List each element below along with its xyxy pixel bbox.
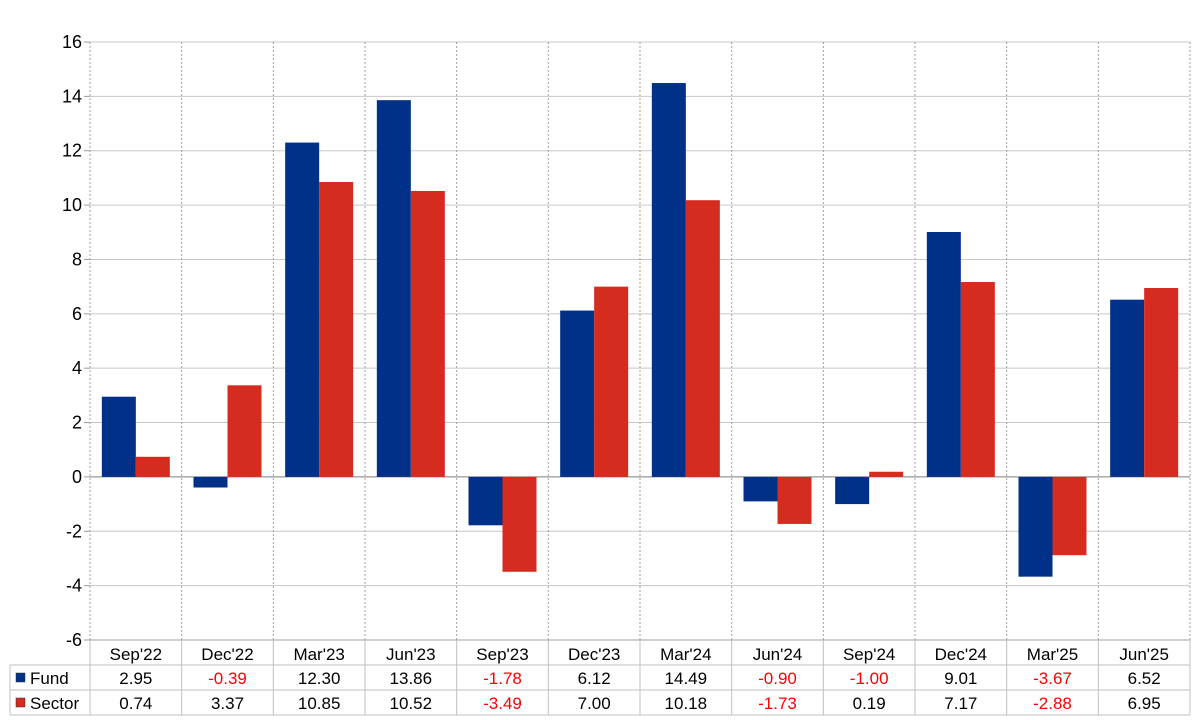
bar-sector-0 <box>135 456 170 477</box>
y-tick-label: 4 <box>72 358 82 378</box>
bar-fund-6 <box>651 83 686 477</box>
y-tick-label: -6 <box>66 630 82 650</box>
y-tick-label: -4 <box>66 576 82 596</box>
table-value-fund: 14.49 <box>665 669 708 688</box>
bar-fund-0 <box>101 396 136 477</box>
category-label: Sep'23 <box>476 645 528 664</box>
table-value-sector: 0.19 <box>853 694 886 713</box>
bar-fund-9 <box>926 232 961 477</box>
bar-sector-3 <box>410 190 445 477</box>
category-label: Dec'24 <box>935 645 987 664</box>
bar-sector-5 <box>594 286 629 477</box>
bar-sector-10 <box>1052 476 1087 556</box>
bar-fund-3 <box>376 100 411 477</box>
bar-fund-4 <box>468 476 503 526</box>
bars <box>101 83 1179 577</box>
category-label: Jun'23 <box>386 645 436 664</box>
table-value-fund: 13.86 <box>390 669 433 688</box>
category-label: Sep'24 <box>843 645 895 664</box>
category-label: Jun'25 <box>1119 645 1169 664</box>
bar-sector-2 <box>319 181 354 477</box>
data-table: Sep'22 Dec'22 Mar'23 Jun'23 Sep'23 Dec'23 Mar'… <box>9 639 1191 716</box>
table-value-fund: 6.52 <box>1128 669 1161 688</box>
y-tick-label: 8 <box>72 249 82 269</box>
bar-sector-1 <box>227 385 262 477</box>
y-axis-ticks: 16 14 12 10 8 6 4 2 0 -2 -4 -6 <box>62 32 82 650</box>
y-tick-label: -2 <box>66 521 82 541</box>
category-label: Sep'22 <box>110 645 162 664</box>
table-value-fund: -1.00 <box>850 669 889 688</box>
table-value-sector: -1.73 <box>758 694 797 713</box>
table-value-fund: -3.67 <box>1033 669 1072 688</box>
bar-sector-4 <box>502 476 537 572</box>
bar-fund-8 <box>835 476 870 505</box>
table-value-sector: 7.17 <box>944 694 977 713</box>
category-label: Mar'24 <box>660 645 711 664</box>
table-value-sector: 6.95 <box>1128 694 1161 713</box>
table-value-sector: -2.88 <box>1033 694 1072 713</box>
table-value-sector: 10.18 <box>665 694 708 713</box>
table-value-sector: 3.37 <box>211 694 244 713</box>
table-value-fund: 2.95 <box>119 669 152 688</box>
table-value-sector: -3.49 <box>483 694 522 713</box>
table-value-sector: 10.52 <box>390 694 433 713</box>
legend-swatch-fund <box>15 672 26 683</box>
table-value-fund: -0.90 <box>758 669 797 688</box>
bar-sector-9 <box>960 282 995 477</box>
bar-fund-2 <box>285 142 320 477</box>
y-tick-label: 2 <box>72 413 82 433</box>
table-value-fund: 12.30 <box>298 669 341 688</box>
bar-fund-10 <box>1018 476 1053 577</box>
y-tick-label: 14 <box>62 86 82 106</box>
category-label: Jun'24 <box>753 645 803 664</box>
y-tick-label: 6 <box>72 304 82 324</box>
bar-fund-11 <box>1110 299 1145 477</box>
category-label: Dec'23 <box>568 645 620 664</box>
y-tick-label: 10 <box>62 195 82 215</box>
bar-sector-7 <box>777 476 812 524</box>
bar-fund-1 <box>193 476 228 488</box>
y-tick-label: 12 <box>62 141 82 161</box>
table-value-sector: 0.74 <box>119 694 152 713</box>
category-label: Mar'23 <box>293 645 344 664</box>
table-value-fund: -1.78 <box>483 669 522 688</box>
legend-label-sector: Sector <box>30 694 79 713</box>
legend-swatch-sector <box>15 697 26 708</box>
y-tick-label: 16 <box>62 32 82 52</box>
table-value-sector: 7.00 <box>578 694 611 713</box>
y-tick-label: 0 <box>72 467 82 487</box>
bar-sector-6 <box>685 200 720 477</box>
legend-label-fund: Fund <box>30 669 69 688</box>
bar-fund-7 <box>743 476 778 502</box>
bar-sector-11 <box>1144 287 1179 477</box>
bar-sector-8 <box>869 471 904 477</box>
table-value-fund: -0.39 <box>208 669 247 688</box>
category-label: Dec'22 <box>201 645 253 664</box>
table-value-fund: 6.12 <box>578 669 611 688</box>
table-value-sector: 10.85 <box>298 694 341 713</box>
bar-fund-5 <box>560 310 595 477</box>
table-value-fund: 9.01 <box>944 669 977 688</box>
category-label: Mar'25 <box>1027 645 1078 664</box>
